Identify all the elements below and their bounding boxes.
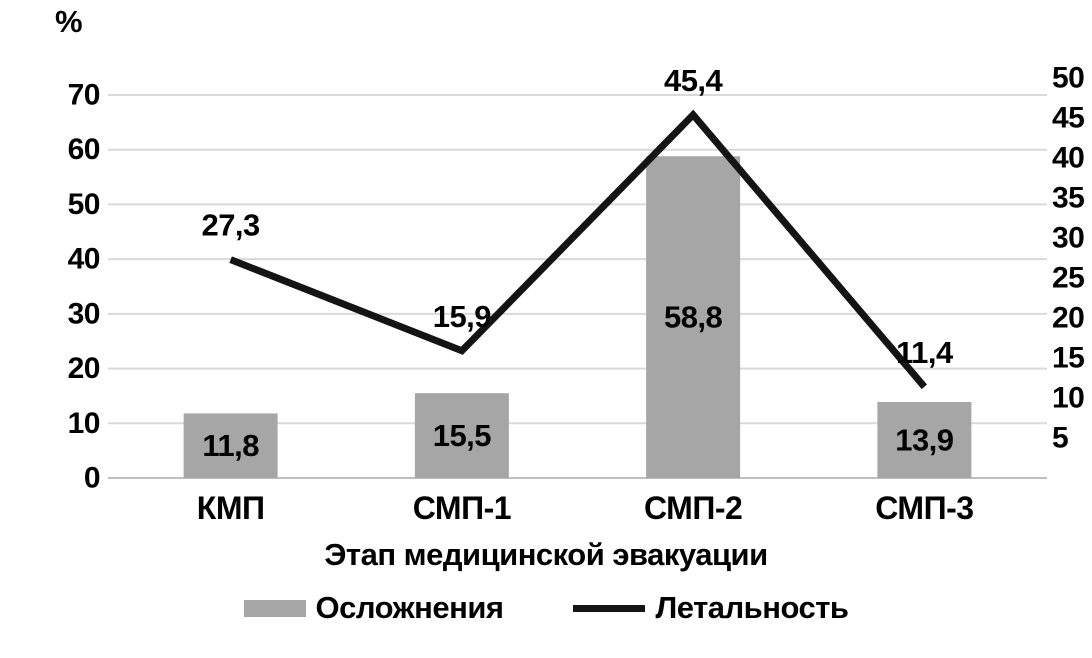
- plot-area: 0 10 20 30 40 50 60 70 5 10 15 20 25 30 35 40 45 50 11,8 КМ…: [68, 62, 1085, 527]
- left-axis-tick-label: 50: [68, 188, 100, 221]
- bar-СМП-2: [646, 156, 741, 478]
- legend-label-complications: Осложнения: [315, 590, 504, 625]
- bar-СМП-1: [414, 393, 509, 478]
- bar-СМП-3: [877, 401, 972, 478]
- right-axis-tick-label: 35: [1052, 182, 1084, 215]
- right-axis-tick-label: 10: [1052, 382, 1084, 415]
- legend-item-lethality: Летальность: [573, 590, 849, 626]
- left-axis-unit-label: %: [55, 4, 83, 39]
- line-point-label: 11,4: [896, 335, 954, 370]
- bar-value-label: 15,5: [433, 418, 492, 453]
- line-point-label: 15,9: [433, 299, 492, 334]
- right-axis-tick-label: 25: [1052, 262, 1084, 295]
- right-axis-tick-label: 20: [1052, 302, 1084, 335]
- legend-item-complications: Осложнения: [243, 590, 504, 626]
- category-label-КМП: КМП: [197, 490, 265, 526]
- line-point-label: 45,4: [664, 63, 724, 98]
- right-axis-tick-label: 15: [1052, 342, 1084, 375]
- left-axis-tick-label: 70: [68, 79, 100, 112]
- bar-legend-swatch-icon: [243, 599, 306, 617]
- bar-value-label: 11,8: [202, 428, 259, 463]
- left-axis-tick-label: 20: [68, 352, 100, 385]
- line-legend-swatch-icon: [573, 604, 646, 612]
- left-axis-tick-label: 30: [68, 297, 100, 330]
- right-axis-tick-label: 45: [1052, 102, 1084, 135]
- right-axis-tick-label: 30: [1052, 222, 1084, 255]
- category-label-СМП-3: СМП-3: [875, 490, 973, 526]
- left-axis-tick-label: 40: [68, 243, 100, 276]
- right-axis-tick-label: 5: [1052, 422, 1068, 455]
- legend-label-lethality: Летальность: [655, 590, 849, 625]
- x-axis-title: Этап медицинской эвакуации: [324, 537, 768, 572]
- bar-value-label: 13,9: [895, 422, 954, 457]
- legend: Осложнения Летальность: [0, 590, 1092, 626]
- category-label-СМП-1: СМП-1: [413, 490, 511, 526]
- right-axis-tick-label: 40: [1052, 142, 1084, 175]
- left-axis-tick-label: 60: [68, 133, 100, 166]
- bar-value-label: 58,8: [664, 300, 723, 335]
- line-point-label: 27,3: [201, 208, 260, 243]
- lethality-line: [229, 109, 928, 390]
- right-axis-tick-label: 50: [1052, 62, 1084, 95]
- left-axis-tick-label: 0: [84, 462, 100, 495]
- category-label-СМП-2: СМП-2: [644, 490, 742, 526]
- bar-КМП: [183, 413, 278, 478]
- left-axis-tick-label: 10: [68, 407, 100, 440]
